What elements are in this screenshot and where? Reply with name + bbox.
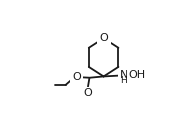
Text: H: H xyxy=(120,76,127,85)
Text: O: O xyxy=(84,88,92,98)
Text: OH: OH xyxy=(128,70,146,80)
Text: O: O xyxy=(72,72,81,82)
Text: O: O xyxy=(99,33,108,43)
Text: N: N xyxy=(119,70,128,80)
